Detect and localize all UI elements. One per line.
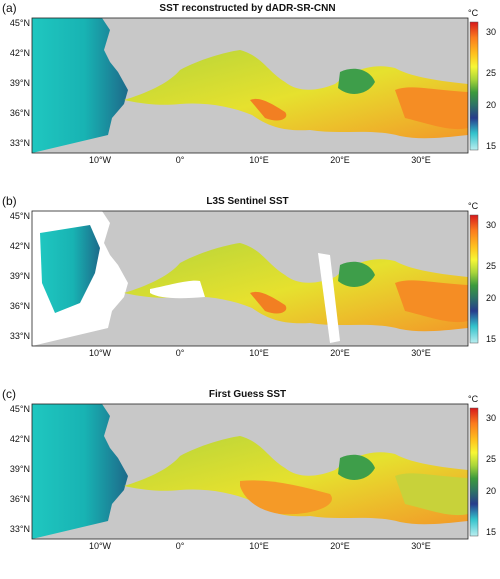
frame-a — [31, 17, 469, 154]
lon-tick: 0° — [175, 348, 185, 358]
warm-patch-a — [250, 98, 287, 121]
colorbar-tick: 20 — [486, 100, 497, 110]
panel-c: (c) First Guess SST 45°N 42°N 39°N 36°N … — [0, 386, 500, 579]
atlantic-swath-b — [40, 225, 100, 313]
colorbar-tick: 30 — [486, 27, 497, 37]
lon-tick: 10°E — [249, 541, 269, 551]
panel-title: L3S Sentinel SST — [206, 196, 289, 207]
colorbar-tick: 15 — [486, 141, 497, 151]
map-c — [31, 403, 479, 540]
panel-b: (b) L3S Sentinel SST 45°N 42°N 39°N 36°N… — [0, 193, 500, 386]
lat-tick: 36°N — [9, 494, 30, 504]
panel-label: (b) — [2, 194, 17, 208]
colorbar-tick: 25 — [486, 261, 497, 271]
lat-tick: 45°N — [9, 18, 30, 28]
lon-tick: 0° — [175, 541, 185, 551]
lat-tick: 33°N — [9, 331, 30, 341]
colorbar-unit: °C — [468, 201, 479, 211]
lat-tick: 39°N — [9, 464, 30, 474]
mediterranean-a — [124, 50, 468, 139]
colorbar-tick: 20 — [486, 293, 497, 303]
lat-tick: 39°N — [9, 78, 30, 88]
colorbar-tick: 15 — [486, 334, 497, 344]
map-b — [31, 210, 479, 347]
atlantic-c — [32, 404, 128, 539]
lon-tick: 20°E — [330, 541, 350, 551]
mediterranean-b — [124, 243, 468, 332]
panel-title: First Guess SST — [208, 389, 287, 400]
levantine-c — [395, 473, 468, 516]
aegean-a — [338, 68, 375, 94]
panel-title: SST reconstructed by dADR-SR-CNN — [159, 3, 336, 14]
lat-tick: 39°N — [9, 271, 30, 281]
lat-tick: 42°N — [9, 241, 30, 251]
panel-label: (a) — [2, 1, 17, 15]
levantine-a — [395, 87, 468, 130]
colorbar-tick: 20 — [486, 486, 497, 496]
panel-a: (a) SST reconstructed by dADR-SR-CNN 45°… — [0, 0, 500, 193]
lon-tick: 10°E — [249, 348, 269, 358]
lon-tick: 20°E — [330, 348, 350, 358]
colorbar-tick: 25 — [486, 68, 497, 78]
lon-tick: 10°W — [88, 155, 112, 165]
lat-tick: 33°N — [9, 138, 30, 148]
lon-tick: 30°E — [411, 155, 431, 165]
lat-tick: 45°N — [9, 404, 30, 414]
aegean-b — [338, 261, 375, 287]
aegean-c — [338, 454, 375, 480]
lon-tick: 0° — [175, 155, 185, 165]
colorbar-c — [469, 407, 479, 537]
panel-label: (c) — [2, 387, 16, 401]
frame-b — [31, 210, 469, 347]
lon-tick: 10°E — [249, 155, 269, 165]
colorbar-b — [469, 214, 479, 344]
swath-gap-b — [318, 253, 340, 343]
lat-tick: 42°N — [9, 434, 30, 444]
warm-patch-c — [240, 480, 332, 515]
lat-tick: 45°N — [9, 211, 30, 221]
lon-tick: 30°E — [411, 541, 431, 551]
lon-tick: 20°E — [330, 155, 350, 165]
lat-tick: 36°N — [9, 108, 30, 118]
colorbar-unit: °C — [468, 394, 479, 404]
lat-tick: 36°N — [9, 301, 30, 311]
frame-c — [31, 403, 469, 540]
lon-tick: 10°W — [88, 348, 112, 358]
lat-tick: 33°N — [9, 524, 30, 534]
colorbar-tick: 25 — [486, 454, 497, 464]
warm-patch-b — [250, 291, 287, 314]
lon-tick: 30°E — [411, 348, 431, 358]
colorbar-tick: 30 — [486, 413, 497, 423]
colorbar-unit: °C — [468, 8, 479, 18]
colorbar-a — [469, 21, 479, 151]
mediterranean-c — [124, 436, 468, 525]
colorbar-tick: 15 — [486, 527, 497, 537]
colorbar-tick: 30 — [486, 220, 497, 230]
levantine-b — [395, 280, 468, 323]
atlantic-a — [32, 18, 128, 153]
map-a — [31, 17, 479, 154]
cloud-gap-b — [150, 280, 205, 299]
lon-tick: 10°W — [88, 541, 112, 551]
lat-tick: 42°N — [9, 48, 30, 58]
